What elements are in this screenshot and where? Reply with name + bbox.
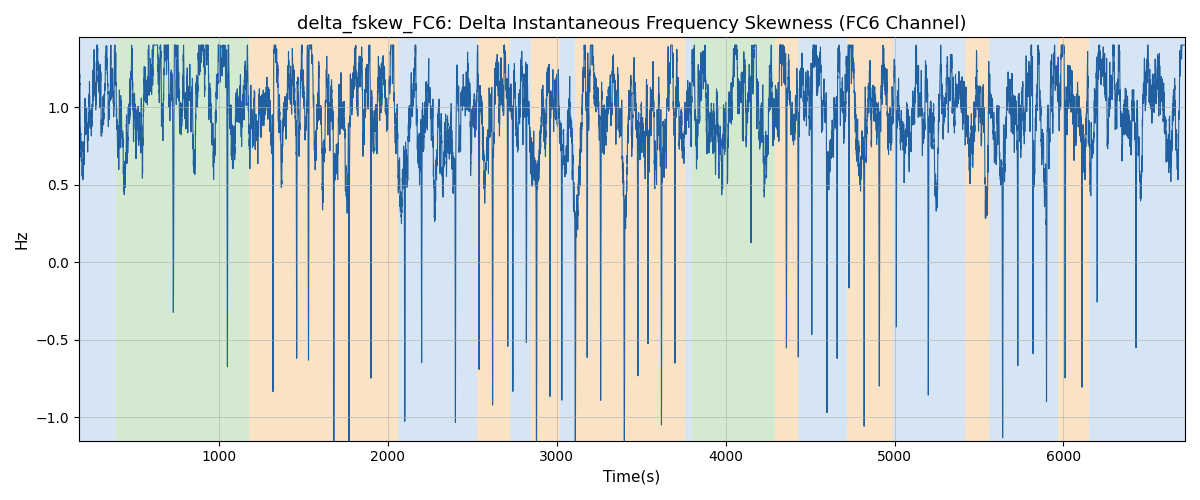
Bar [989,38,1058,440]
Bar [685,38,692,440]
Bar [478,38,510,440]
X-axis label: Time(s): Time(s) [604,470,660,485]
Bar [798,38,847,440]
Bar [1088,38,1186,440]
Bar [510,38,532,440]
Bar [250,38,398,440]
Bar [560,38,575,440]
Bar [966,38,989,440]
Bar [775,38,798,440]
Bar [116,38,250,440]
Bar [575,38,685,440]
Bar [1058,38,1088,440]
Bar [532,38,560,440]
Bar [893,38,966,440]
Y-axis label: Hz: Hz [14,230,30,249]
Bar [79,38,116,440]
Bar [692,38,775,440]
Bar [398,38,478,440]
Bar [847,38,893,440]
Title: delta_fskew_FC6: Delta Instantaneous Frequency Skewness (FC6 Channel): delta_fskew_FC6: Delta Instantaneous Fre… [298,15,967,34]
